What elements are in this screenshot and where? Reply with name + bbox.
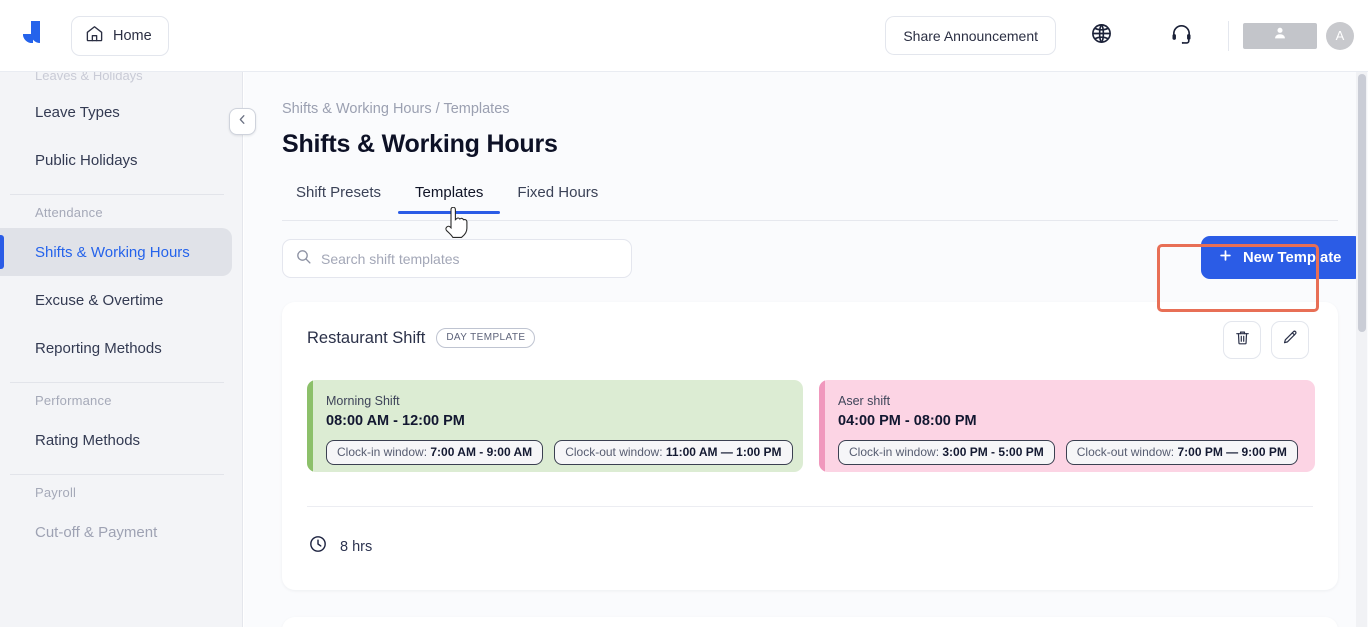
user-name-placeholder xyxy=(1243,22,1317,49)
avatar[interactable]: A xyxy=(1326,21,1354,50)
logo-stem xyxy=(31,20,40,43)
breadcrumb[interactable]: Shifts & Working Hours / Templates xyxy=(282,101,510,117)
home-icon xyxy=(85,24,104,47)
page-scrollbar-track[interactable] xyxy=(1356,72,1367,627)
sidebar-divider xyxy=(10,474,224,475)
top-bar-divider xyxy=(1228,20,1229,51)
jisr-logo[interactable] xyxy=(22,19,50,53)
main-content: Shifts & Working Hours / Templates Shift… xyxy=(244,72,1368,627)
sidebar-divider xyxy=(10,194,224,195)
template-card-next[interactable] xyxy=(282,617,1338,627)
top-bar-right: Share Announcement xyxy=(885,13,1368,59)
clock-in-window-label: Clock-in window: xyxy=(337,445,431,459)
sidebar-section-payroll: Payroll xyxy=(35,485,77,500)
person-icon xyxy=(1272,25,1288,46)
logo-hook xyxy=(23,33,33,43)
clock-in-window-value: 3:00 PM - 5:00 PM xyxy=(942,445,1044,459)
page-title: Shifts & Working Hours xyxy=(282,130,558,158)
clock-in-window-value: 7:00 AM - 9:00 AM xyxy=(430,445,533,459)
sidebar-item-label: Public Holidays xyxy=(35,151,138,169)
sidebar-item-label: Cut-off & Payment xyxy=(35,523,158,541)
clock-out-window-value: 7:00 PM — 9:00 PM xyxy=(1177,445,1287,459)
sidebar-item-cut-off-payment[interactable]: Cut-off & Payment xyxy=(0,508,242,556)
tab-label: Fixed Hours xyxy=(517,184,599,201)
delete-template-button[interactable] xyxy=(1223,321,1261,359)
language-button[interactable] xyxy=(1078,13,1124,59)
sidebar-section-leaves-holidays: Leaves & Holidays xyxy=(35,72,143,83)
shift-accent-bar xyxy=(819,380,825,472)
page-scrollbar-thumb[interactable] xyxy=(1358,74,1366,332)
shift-name: Morning Shift xyxy=(326,394,400,408)
clock-in-window-chip: Clock-in window: 3:00 PM - 5:00 PM xyxy=(838,440,1055,465)
status-badge: DAY TEMPLATE xyxy=(436,328,536,348)
search-field[interactable] xyxy=(282,239,632,278)
clock-in-window-label: Clock-in window: xyxy=(849,445,943,459)
chevron-left-icon xyxy=(236,113,249,131)
shift-accent-bar xyxy=(307,380,313,472)
headset-icon xyxy=(1170,22,1193,50)
tab-shift-presets[interactable]: Shift Presets xyxy=(282,184,398,213)
template-card: Restaurant Shift DAY TEMPLATE xyxy=(282,302,1338,590)
total-hours-label: 8 hrs xyxy=(340,538,373,555)
support-button[interactable] xyxy=(1158,13,1204,59)
sidebar-item-label: Rating Methods xyxy=(35,431,141,449)
sidebar-item-label: Excuse & Overtime xyxy=(35,291,164,309)
share-announcement-button[interactable]: Share Announcement xyxy=(885,16,1056,55)
clock-out-window-chip: Clock-out window: 7:00 PM — 9:00 PM xyxy=(1065,440,1298,465)
sidebar-item-leave-types[interactable]: Leave Types xyxy=(0,88,242,136)
tab-bar: Shift Presets Templates Fixed Hours xyxy=(282,184,1338,221)
new-template-label: New Template xyxy=(1243,249,1342,266)
card-divider xyxy=(307,506,1313,507)
shift-time-range: 04:00 PM - 08:00 PM xyxy=(838,413,977,429)
sidebar-item-shifts-working-hours[interactable]: Shifts & Working Hours xyxy=(0,228,232,276)
sidebar-item-label: Reporting Methods xyxy=(35,339,162,357)
tab-fixed-hours[interactable]: Fixed Hours xyxy=(500,184,615,213)
sidebar-item-reporting-methods[interactable]: Reporting Methods xyxy=(0,324,242,372)
clock-in-window-chip: Clock-in window: 7:00 AM - 9:00 AM xyxy=(326,440,544,465)
clock-icon xyxy=(308,534,328,559)
search-icon xyxy=(295,248,312,270)
template-total-hours: 8 hrs xyxy=(308,534,372,559)
plus-icon xyxy=(1218,248,1233,267)
home-button-label: Home xyxy=(113,27,152,44)
sidebar-item-label: Leave Types xyxy=(35,103,120,121)
sidebar-item-excuse-overtime[interactable]: Excuse & Overtime xyxy=(0,276,242,324)
pencil-icon xyxy=(1282,329,1299,351)
sidebar-item-label: Shifts & Working Hours xyxy=(35,243,190,261)
clock-out-window-chip: Clock-out window: 11:00 AM — 1:00 PM xyxy=(554,440,793,465)
clock-out-window-label: Clock-out window: xyxy=(1076,445,1178,459)
template-title: Restaurant Shift xyxy=(307,328,426,347)
clock-out-window-value: 11:00 AM — 1:00 PM xyxy=(665,445,782,459)
clock-out-window-label: Clock-out window: xyxy=(565,445,666,459)
sidebar-section-attendance: Attendance xyxy=(35,205,103,220)
tab-label: Templates xyxy=(415,184,484,201)
shift-block-morning[interactable]: Morning Shift 08:00 AM - 12:00 PM Clock-… xyxy=(307,380,803,472)
sidebar-section-performance: Performance xyxy=(35,393,112,408)
trash-icon xyxy=(1234,329,1251,351)
top-bar: Home Share Announcement xyxy=(0,0,1368,72)
tab-templates[interactable]: Templates xyxy=(398,184,501,214)
shift-block-aser[interactable]: Aser shift 04:00 PM - 08:00 PM Clock-in … xyxy=(819,380,1315,472)
template-action-buttons xyxy=(1223,321,1309,359)
home-button[interactable]: Home xyxy=(71,15,169,56)
new-template-button[interactable]: New Template xyxy=(1201,236,1364,279)
edit-template-button[interactable] xyxy=(1271,321,1309,359)
sidebar-item-public-holidays[interactable]: Public Holidays xyxy=(0,136,242,184)
user-menu[interactable]: A xyxy=(1243,21,1354,50)
template-card-header: Restaurant Shift DAY TEMPLATE xyxy=(307,328,536,348)
shift-window-chips: Clock-in window: 3:00 PM - 5:00 PM Clock… xyxy=(838,440,1315,465)
share-announcement-label: Share Announcement xyxy=(903,27,1038,44)
sidebar-collapse-button[interactable] xyxy=(229,108,256,135)
sidebar-item-rating-methods[interactable]: Rating Methods xyxy=(0,416,242,464)
sidebar: Leaves & Holidays Leave Types Public Hol… xyxy=(0,72,243,627)
globe-icon xyxy=(1090,22,1113,50)
shift-window-chips: Clock-in window: 7:00 AM - 9:00 AM Clock… xyxy=(326,440,803,465)
shift-time-range: 08:00 AM - 12:00 PM xyxy=(326,413,465,429)
shift-name: Aser shift xyxy=(838,394,891,408)
search-input[interactable] xyxy=(321,250,611,267)
sidebar-divider xyxy=(10,382,224,383)
tab-label: Shift Presets xyxy=(296,184,382,201)
shift-list: Morning Shift 08:00 AM - 12:00 PM Clock-… xyxy=(307,380,1315,472)
